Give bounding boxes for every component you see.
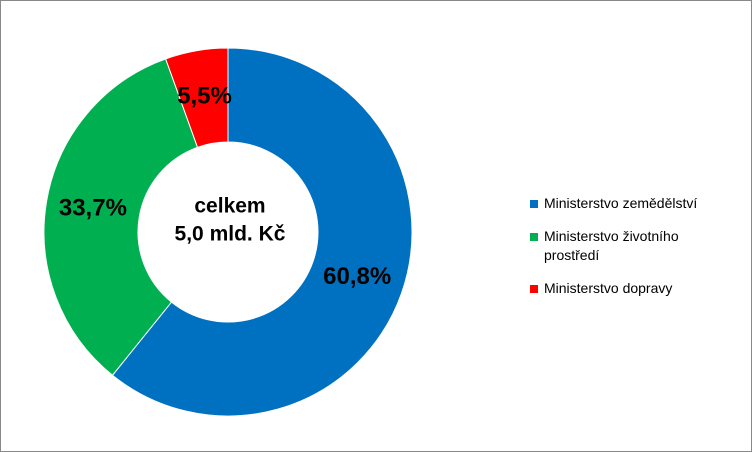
legend-label: Ministerstvo zemědělství [544, 195, 698, 211]
donut-slice [111, 47, 413, 417]
legend-swatch [530, 200, 538, 208]
data-label: 33,7% [59, 195, 127, 222]
legend-item: Ministerstvo životního prostředí [530, 227, 720, 265]
legend-label: Ministerstvo životního prostředí [544, 228, 679, 263]
donut-slice [165, 47, 229, 148]
legend: Ministerstvo zemědělství Ministerstvo živ… [530, 194, 720, 312]
legend-item: Ministerstvo dopravy [530, 279, 720, 298]
center-label: celkem [194, 195, 265, 218]
donut-slice [43, 58, 199, 376]
center-label: 5,0 mld. Kč [175, 223, 286, 246]
legend-swatch [530, 233, 538, 241]
data-label: 5,5% [177, 82, 232, 109]
data-label: 60,8% [323, 263, 391, 290]
legend-swatch [530, 285, 538, 293]
legend-item: Ministerstvo zemědělství [530, 194, 720, 213]
legend-label: Ministerstvo dopravy [544, 280, 673, 296]
